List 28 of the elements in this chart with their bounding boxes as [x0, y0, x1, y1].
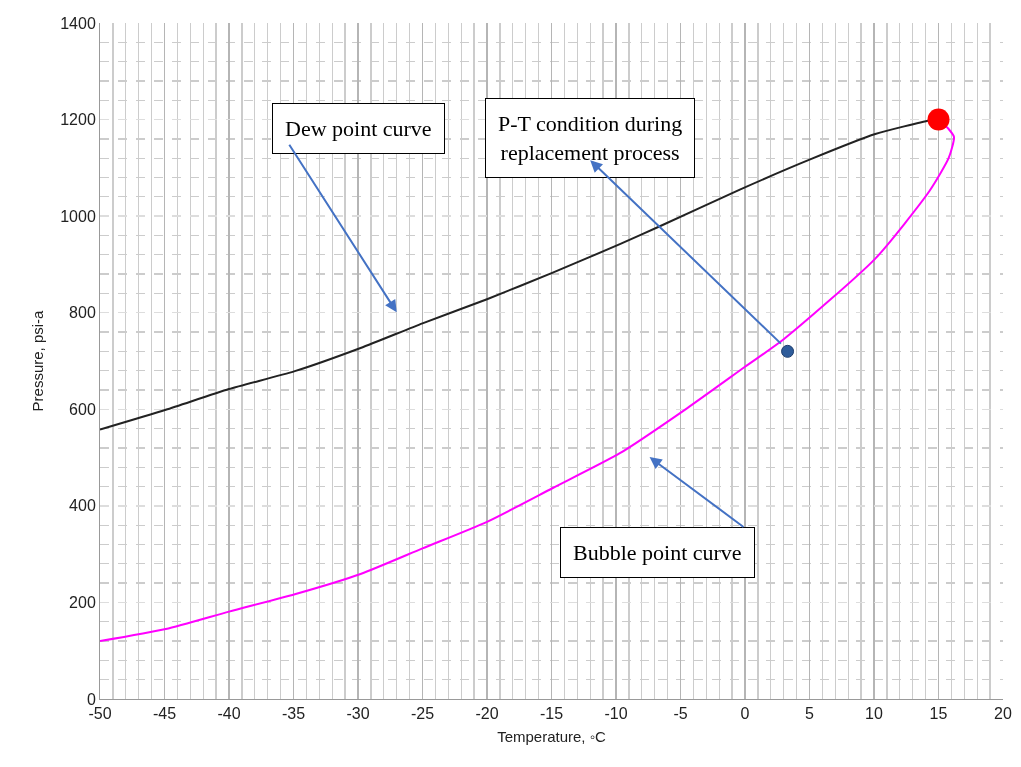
x-tick-label: -45 [152, 705, 177, 723]
x-tick-label: -5 [673, 705, 688, 723]
y-tick-label: 600 [69, 400, 96, 418]
x-axis-title: Temperature, ◦C [497, 728, 607, 746]
x-tick-label: -50 [88, 705, 112, 723]
x-tick-label: -25 [410, 705, 435, 723]
x-tick-label: -30 [346, 705, 370, 723]
annotation: Bubble point curve [573, 540, 742, 565]
x-tick-label: -40 [217, 705, 241, 723]
y-axis-title: Pressure, psi-a [29, 309, 47, 412]
x-tick-label: -20 [475, 705, 499, 723]
x-tick-label: 10 [865, 705, 883, 723]
x-tick-label: -15 [539, 705, 564, 723]
y-tick-label: 1200 [60, 111, 96, 129]
x-tick-label: 5 [805, 705, 815, 723]
y-tick-label: 800 [69, 304, 96, 322]
y-tick-label: 400 [69, 497, 96, 515]
x-tick-label: -10 [604, 705, 628, 723]
x-tick-label: 15 [929, 705, 948, 723]
x-tick-label: 20 [994, 705, 1012, 723]
y-tick-label: 1000 [60, 207, 96, 225]
x-tick-label: 0 [740, 705, 750, 723]
x-tick-label: -35 [281, 705, 306, 723]
annotation: P-T condition during replacement process [498, 111, 683, 165]
y-tick-label: 200 [69, 594, 96, 612]
y-tick-label: 0 [86, 690, 96, 708]
annotation: Dew point curve [285, 116, 432, 141]
y-tick-label: 1400 [60, 14, 96, 32]
